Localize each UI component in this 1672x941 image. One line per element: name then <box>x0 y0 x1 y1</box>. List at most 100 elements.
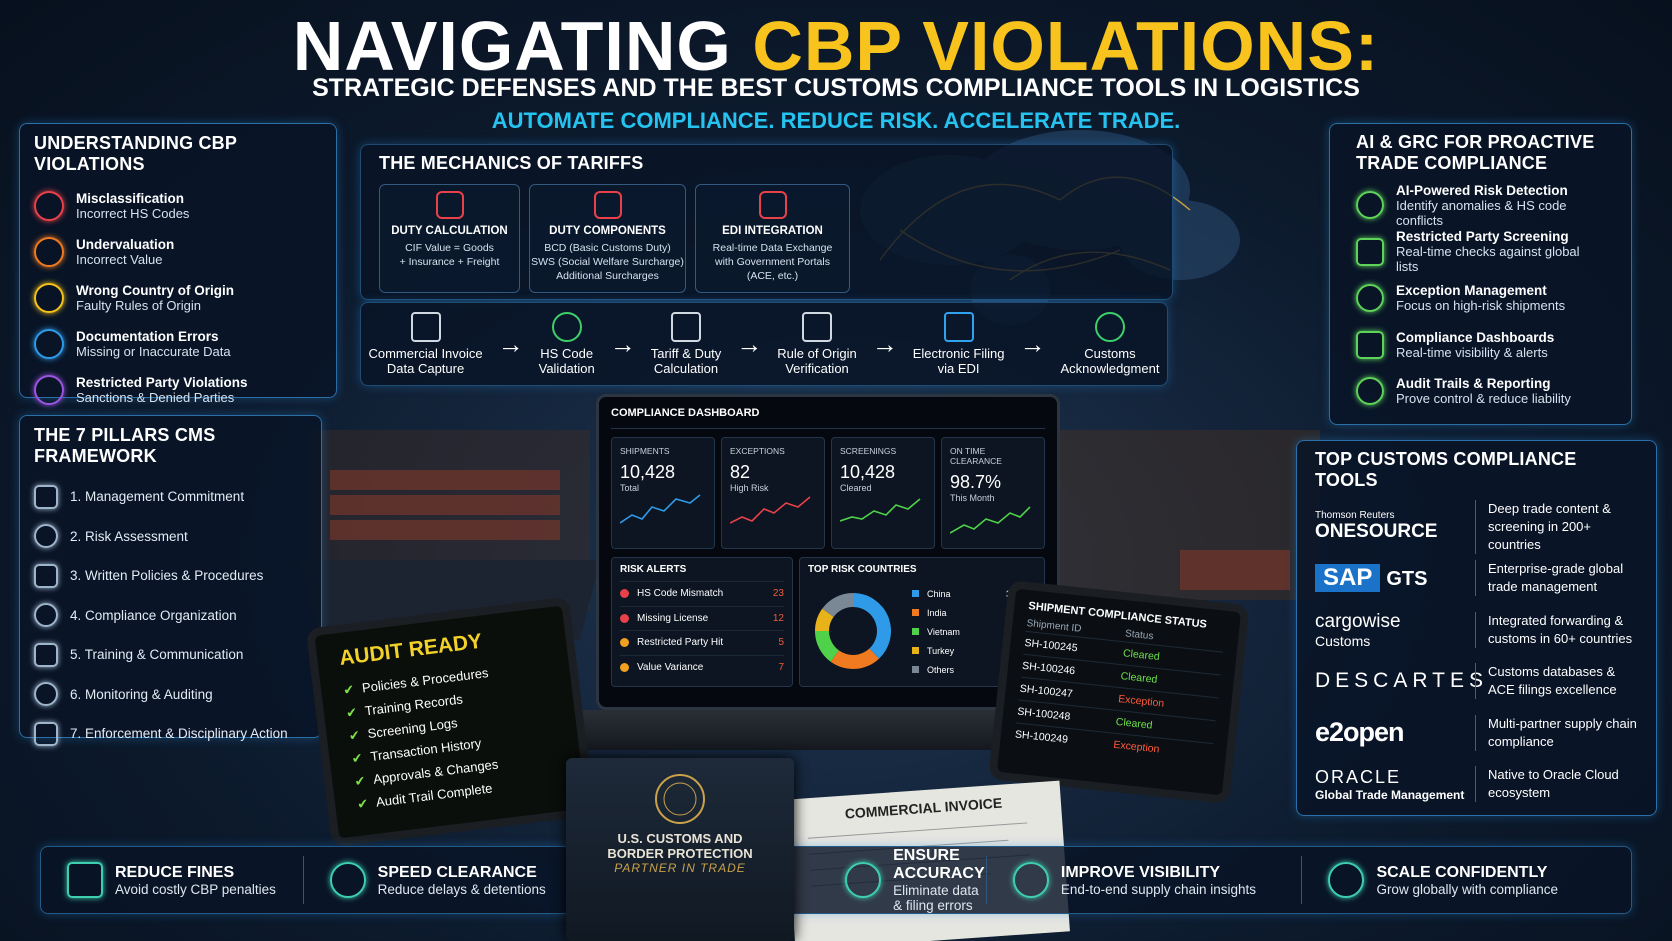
legend-swatch <box>912 590 919 597</box>
violation-text: Wrong Country of Origin Faulty Rules of O… <box>76 283 234 313</box>
country-name: Vietnam <box>927 626 960 637</box>
risk-dot <box>620 613 629 623</box>
arrow: → <box>609 328 636 359</box>
donut-segment <box>822 593 853 617</box>
ai-text: Audit Trails & Reporting Prove control & … <box>1396 376 1571 406</box>
bottom-row: RISK ALERTS HS Code Mismatch 23 Missing Lic… <box>611 557 1045 687</box>
icon <box>34 484 58 509</box>
ai-item: Audit Trails & Reporting Prove control & … <box>1356 368 1605 415</box>
benefit-desc: Eliminate data & filing errors <box>893 883 979 913</box>
check: ✔ <box>347 726 361 743</box>
tool-desc-line: Enterprise-grade global <box>1488 561 1624 577</box>
benefit-title: IMPROVE VISIBILITY <box>1060 863 1221 881</box>
panel-title-line: TRADE COMPLIANCE <box>1356 153 1548 173</box>
sparkline-line <box>949 506 1031 534</box>
shipment-status: Exception <box>1112 738 1160 756</box>
violation-item: Undervaluation Incorrect Value <box>34 229 322 275</box>
process-step: HS Code Validation <box>539 312 595 376</box>
tariff-card-line: Real-time Data Exchange <box>712 242 833 254</box>
legend-swatch <box>912 666 919 673</box>
tool-logo-text: ORACLE <box>1315 766 1402 787</box>
tariff-icon <box>758 191 787 219</box>
tool-desc-line: compliance <box>1488 733 1554 749</box>
process-label: Verification <box>785 361 849 376</box>
risk-count: 7 <box>778 661 784 673</box>
donut <box>815 593 891 669</box>
violation-desc: Incorrect Value <box>76 252 163 267</box>
sparkline-line <box>619 494 701 524</box>
tool-logo: cargowise Customs <box>1315 611 1475 649</box>
violation-text: Misclassification Incorrect HS Codes <box>76 191 189 221</box>
tool-item: ORACLE Global Trade Management Native to O… <box>1315 759 1638 811</box>
sparkline-line <box>729 496 811 524</box>
arrow: → <box>497 328 524 359</box>
icon <box>1356 330 1384 359</box>
tool-item: DESCARTES Customs databases & ACE filings … <box>1315 656 1638 708</box>
icon <box>1356 191 1384 220</box>
sparkline <box>619 494 701 524</box>
tariff-card-title: EDI INTEGRATION <box>722 225 823 237</box>
country-name: Turkey <box>927 645 955 656</box>
tool-logo: Thomson Reuters ONESOURCE <box>1315 510 1475 543</box>
subtitle: STRATEGIC DEFENSES AND THE BEST CUSTOMS … <box>312 74 1360 102</box>
tool-desc-line: screening in 200+ countries <box>1488 518 1591 552</box>
violation-item: Wrong Country of Origin Faulty Rules of O… <box>34 275 322 321</box>
process-icon <box>410 312 441 342</box>
tool-desc: Multi-partner supply chain compliance <box>1475 714 1637 751</box>
icon <box>34 329 64 359</box>
arrow: → <box>736 328 763 359</box>
process-icon <box>943 312 974 342</box>
kpi-value: 82 <box>730 462 751 482</box>
risk-count: 5 <box>778 637 784 649</box>
violations-panel: UNDERSTANDING CBP VIOLATIONS Misclassific… <box>19 123 337 405</box>
tariff-cards: DUTY CALCULATION CIF Value = Goods + Insur… <box>379 184 1154 293</box>
process-panel: Commercial Invoice Data Capture → HS Code Va… <box>360 302 1168 386</box>
title-yellow: CBP VIOLATIONS: <box>752 7 1380 85</box>
icon <box>1012 862 1049 898</box>
process-label: Rule of Origin <box>777 346 857 361</box>
violation-desc: Faulty Rules of Origin <box>76 298 201 313</box>
donut-segment <box>830 648 880 669</box>
panel-title: UNDERSTANDING CBP VIOLATIONS <box>34 133 237 174</box>
donut-segment <box>815 608 834 631</box>
kpi-sub: Cleared <box>840 483 872 493</box>
risk-dot <box>620 589 629 599</box>
country-name: Others <box>927 664 955 675</box>
tariff-card: DUTY COMPONENTS BCD (Basic Customs Duty) S… <box>529 184 686 293</box>
ai-desc: Prove control & reduce liability <box>1396 391 1571 407</box>
pillar-item: 5. Training & Communication <box>34 635 307 675</box>
tool-logo-text: GTS <box>1386 568 1428 591</box>
icon <box>845 862 882 898</box>
title: NAVIGATING CBP VIOLATIONS: <box>0 6 1672 86</box>
pillar-text: 1. Management Commitment <box>70 489 245 505</box>
arrow: → <box>871 328 898 359</box>
kpi-sub: This Month <box>950 493 995 503</box>
tool-item: Thomson Reuters ONESOURCE Deep trade conte… <box>1315 499 1638 554</box>
ai-text: Exception Management Focus on high-risk s… <box>1396 283 1565 313</box>
violation-name: Undervaluation <box>76 237 175 252</box>
process-label: Acknowledgment <box>1060 361 1160 376</box>
violation-name: Wrong Country of Origin <box>76 283 234 298</box>
icon <box>34 191 64 221</box>
benefit-text: IMPROVE VISIBILITY End-to-end supply chai… <box>1061 864 1256 897</box>
kpi-label: SCREENINGS <box>840 446 897 456</box>
violation-desc: Missing or Inaccurate Data <box>76 344 231 359</box>
shipment-id: SH-100249 <box>1014 728 1069 746</box>
tariff-card-line: Additional Surcharges <box>556 270 659 282</box>
tool-desc-line: ACE filings excellence <box>1488 682 1617 698</box>
process-step: Rule of Origin Verification <box>777 312 857 376</box>
ai-name: Audit Trails & Reporting <box>1396 376 1551 392</box>
benefits-bar: REDUCE FINES Avoid costly CBP penalties SP… <box>40 846 1632 914</box>
violation-desc: Sanctions & Denied Parties <box>76 390 235 405</box>
tool-logo: e2open <box>1315 717 1475 748</box>
laptop: COMPLIANCE DASHBOARD SHIPMENTS 10,428 Total… <box>596 394 1060 710</box>
check: ✔ <box>353 772 367 789</box>
pillar-text: 2. Risk Assessment <box>70 528 188 544</box>
sparkline <box>729 496 811 524</box>
benefit-text: SPEED CLEARANCE Reduce delays & detention… <box>378 864 546 897</box>
icon <box>34 283 64 313</box>
pillar-item: 1. Management Commitment <box>34 477 307 517</box>
pillar-text: 5. Training & Communication <box>70 647 244 663</box>
process-icon <box>671 312 701 342</box>
